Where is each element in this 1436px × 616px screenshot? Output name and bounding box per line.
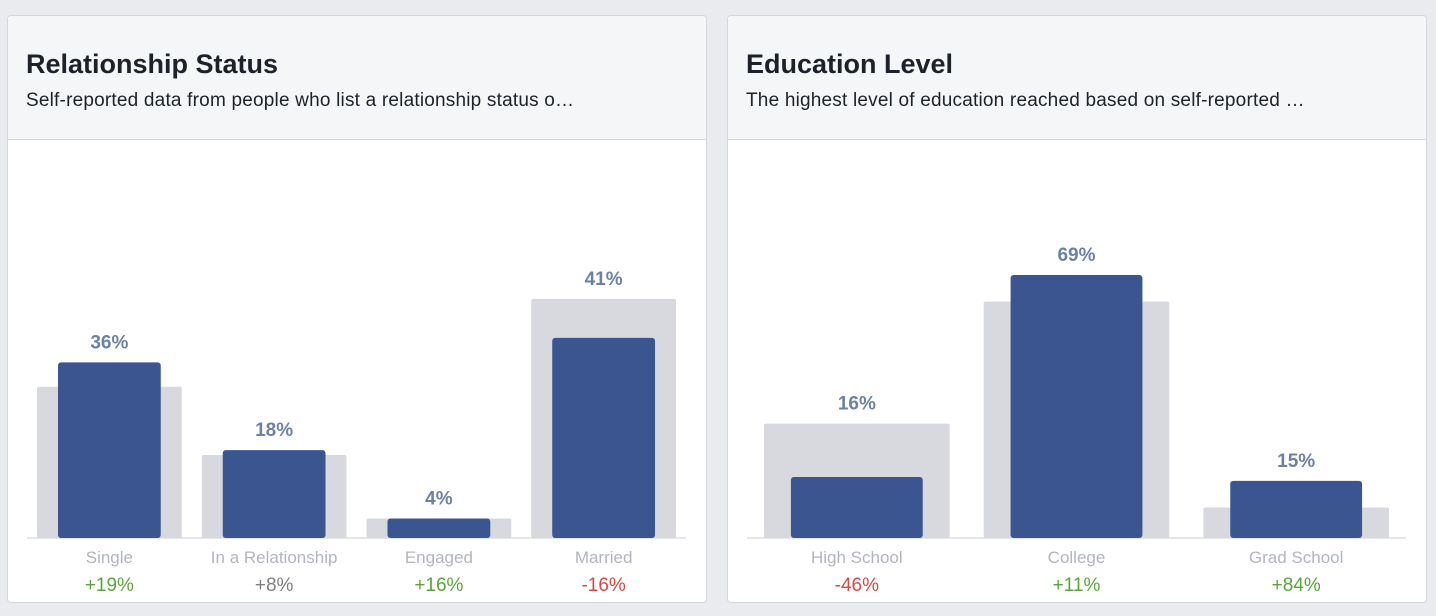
change-label-high-school: -46% (835, 575, 879, 596)
bar-college[interactable] (1010, 274, 1143, 538)
change-label-grad-school: +84% (1272, 575, 1321, 596)
category-label-high-school: High School (811, 548, 903, 567)
change-label-engaged: +16% (414, 575, 463, 596)
data-label-college: 69% (1057, 245, 1095, 266)
category-label-in-a-relationship: In a Relationship (211, 548, 338, 567)
bar-high-school[interactable] (790, 477, 923, 538)
category-label-single: Single (86, 548, 133, 567)
category-label-engaged: Engaged (405, 548, 473, 567)
data-label-grad-school: 15% (1277, 451, 1315, 472)
data-label-single: 36% (90, 332, 128, 353)
bar-in-a-relationship[interactable] (222, 450, 326, 538)
bar-engaged[interactable] (387, 518, 491, 538)
data-label-engaged: 4% (425, 488, 453, 509)
card-title: Relationship Status (26, 49, 279, 79)
bar-married[interactable] (552, 337, 656, 538)
card-title: Education Level (746, 49, 954, 79)
change-label-married: -16% (581, 575, 625, 596)
data-label-in-a-relationship: 18% (255, 420, 293, 441)
card-header: Education Level The highest level of edu… (728, 16, 1426, 140)
card-subtitle: The highest level of education reached b… (746, 90, 1305, 111)
relationship-status-card: Relationship Status Self-reported data f… (7, 15, 707, 603)
card-subtitle: Self-reported data from people who list … (26, 90, 575, 111)
change-label-in-a-relationship: +8% (255, 575, 294, 596)
bar-single[interactable] (57, 362, 161, 538)
card-header: Relationship Status Self-reported data f… (8, 16, 706, 140)
category-label-college: College (1048, 548, 1106, 567)
relationship-bar-chart: 36% Single +19% 18% In a Relationship +8% 4% En… (27, 269, 686, 596)
category-label-grad-school: Grad School (1249, 548, 1344, 567)
data-label-married: 41% (585, 269, 623, 290)
change-label-college: +11% (1053, 575, 1101, 596)
data-label-high-school: 16% (838, 394, 876, 415)
bar-grad-school[interactable] (1230, 480, 1363, 538)
education-bar-chart: 16% High School -46% 69% College +11% 15% Grad … (747, 245, 1406, 596)
education-level-card: Education Level The highest level of edu… (727, 15, 1427, 603)
category-label-married: Married (575, 548, 633, 567)
change-label-single: +19% (85, 575, 134, 596)
